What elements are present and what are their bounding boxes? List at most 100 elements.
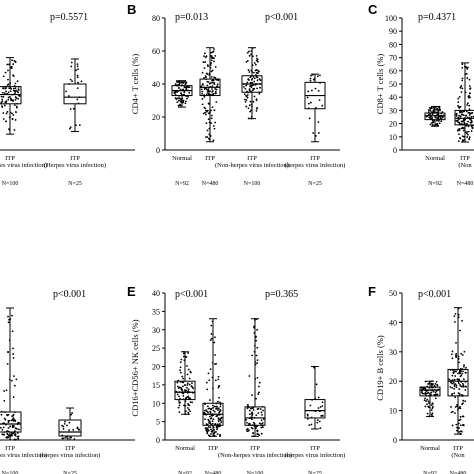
scatter-point (464, 114, 467, 117)
scatter-point (220, 421, 223, 424)
scatter-point (250, 50, 253, 52)
category-sublabel: (Non-herpes virus infection) (218, 452, 292, 459)
scatter-point (187, 388, 190, 391)
scatter-point (184, 410, 187, 413)
scatter-point (252, 76, 255, 78)
scatter-point (472, 124, 474, 127)
scatter-point (459, 105, 462, 108)
scatter-point (320, 415, 323, 417)
scatter-point (213, 76, 215, 79)
scatter-point (179, 103, 181, 106)
scatter-point (187, 86, 190, 88)
y-tick-label: 80 (152, 14, 160, 23)
scatter-point (260, 411, 263, 414)
scatter-point (431, 412, 434, 415)
scatter-point (243, 86, 245, 88)
scatter-point (434, 123, 437, 126)
scatter-point (182, 377, 185, 380)
scatter-point (312, 132, 315, 134)
scatter-point (463, 364, 465, 366)
scatter-point (459, 111, 461, 114)
scatter-point (215, 402, 218, 405)
scatter-point (468, 138, 471, 141)
box-group: ITP(Non N=480 (454, 62, 474, 187)
scatter-point (461, 63, 464, 66)
scatter-point (14, 98, 17, 101)
scatter-point (211, 93, 214, 96)
scatter-point (69, 78, 72, 81)
scatter-point (187, 352, 190, 354)
scatter-point (431, 407, 434, 410)
scatter-point (470, 112, 473, 115)
scatter-point (207, 88, 210, 90)
scatter-point (253, 350, 256, 353)
scatter-point (212, 139, 215, 142)
scatter-point (319, 406, 322, 408)
scatter-point (455, 354, 457, 357)
scatter-point (258, 391, 260, 394)
scatter-point (311, 398, 314, 401)
category-label: Normal (175, 445, 195, 452)
scatter-point (256, 87, 258, 90)
scatter-point (459, 415, 462, 418)
scatter-point (461, 382, 464, 385)
scatter-point (182, 385, 184, 388)
scatter-point (319, 74, 321, 77)
scatter-point (214, 336, 216, 339)
box (63, 83, 87, 105)
scatter-point (251, 411, 254, 414)
scatter-point (254, 63, 257, 66)
box-group: ITP(Non-herpes virus infection) N=100 (0, 307, 47, 474)
scatter-point (78, 96, 81, 99)
scatter-point (217, 400, 219, 403)
scatter-point (183, 359, 186, 362)
scatter-point (450, 411, 453, 414)
scatter-point (430, 386, 433, 389)
scatter-point (247, 50, 250, 53)
y-tick-label: 60 (152, 47, 160, 56)
scatter-point (245, 95, 248, 98)
scatter-point (2, 87, 5, 89)
scatter-point (76, 65, 79, 68)
scatter-point (256, 346, 259, 349)
scatter-point (436, 384, 439, 387)
y-tick-label: 0 (156, 436, 160, 445)
sample-size-label: N=92 (423, 471, 437, 474)
scatter-point (204, 113, 207, 116)
scatter-point (64, 420, 66, 423)
scatter-point (9, 318, 12, 321)
scatter-point (457, 392, 460, 394)
y-tick-label: 5 (156, 418, 160, 427)
scatter-point (15, 106, 18, 109)
scatter-point (315, 135, 317, 137)
y-tick-label: 15 (152, 381, 160, 390)
scatter-point (184, 102, 187, 105)
scatter-point (455, 115, 458, 117)
scatter-point (426, 385, 429, 388)
scatter-point (210, 408, 212, 411)
scatter-point (429, 113, 432, 115)
scatter-point (468, 108, 471, 111)
scatter-point (456, 429, 458, 432)
scatter-point (310, 101, 312, 104)
scatter-point (203, 106, 206, 109)
scatter-point (184, 83, 187, 86)
scatter-point (182, 381, 185, 384)
scatter-point (14, 87, 17, 89)
scatter-point (217, 375, 220, 378)
scatter-point (427, 394, 430, 397)
scatter-point (72, 428, 75, 431)
scatter-point (177, 87, 180, 89)
scatter-point (249, 84, 252, 87)
scatter-point (254, 84, 257, 86)
box-group: ITP N=480 (199, 47, 221, 187)
scatter-point (245, 83, 248, 85)
scatter-point (17, 435, 20, 438)
scatter-point (451, 386, 454, 389)
scatter-point (203, 411, 206, 414)
scatter-point (180, 92, 183, 95)
scatter-point (457, 357, 460, 360)
scatter-point (5, 90, 7, 93)
scatter-point (430, 404, 433, 406)
scatter-point (466, 104, 469, 106)
